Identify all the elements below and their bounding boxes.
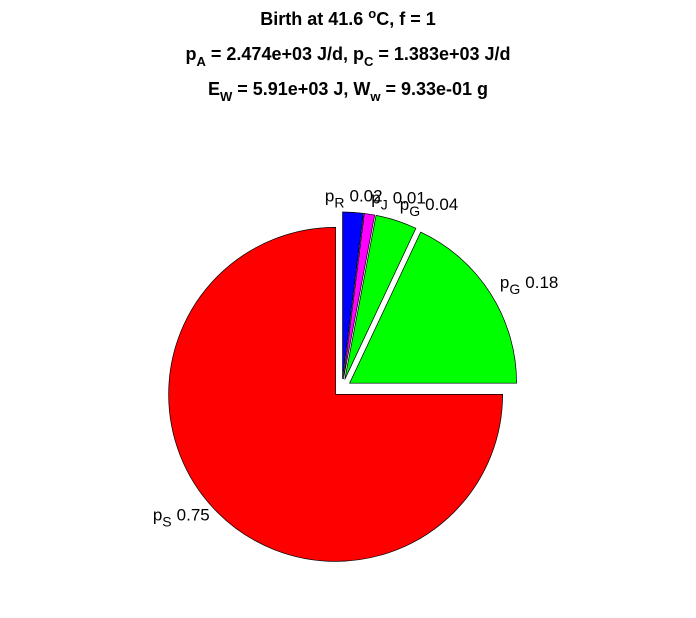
- pie-slice: [343, 213, 376, 380]
- pie-slice: [342, 211, 364, 380]
- slice-value: 0.01: [393, 188, 426, 207]
- chart-title: Birth at 41.6 oC, f = 1: [260, 6, 436, 29]
- slice-value: 0.75: [177, 505, 210, 524]
- slice-label: pG 0.18: [500, 273, 558, 297]
- slice-value: 0.18: [525, 273, 558, 292]
- text-run: C, f = 1: [376, 9, 436, 29]
- script-text: o: [368, 6, 376, 21]
- text-run: p: [400, 195, 409, 214]
- script-text: W: [220, 89, 233, 104]
- text-run: Birth at 41.6: [260, 9, 368, 29]
- script-text: w: [369, 89, 381, 104]
- slice-label: pG 0.04: [400, 195, 458, 219]
- pie-slice: [349, 231, 517, 384]
- text-run: = 9.33e-01 g: [380, 79, 488, 99]
- text-run: p: [153, 505, 162, 524]
- script-text: J: [381, 196, 388, 212]
- chart-title: EW = 5.91e+03 J, Ww = 9.33e-01 g: [208, 79, 488, 104]
- chart-title: pA = 2.474e+03 J/d, pC = 1.383e+03 J/d: [186, 44, 511, 69]
- slice-label: pJ 0.01: [371, 188, 426, 212]
- script-text: G: [509, 281, 520, 297]
- text-run: p: [186, 44, 197, 64]
- script-text: G: [409, 203, 420, 219]
- script-text: S: [162, 513, 171, 529]
- script-text: C: [364, 54, 374, 69]
- text-run: = 1.383e+03 J/d: [373, 44, 510, 64]
- text-run: p: [325, 186, 334, 205]
- text-run: p: [371, 188, 380, 207]
- slice-label: pR 0.02: [325, 186, 383, 210]
- slice-value: 0.02: [349, 186, 382, 205]
- pie-slice: [344, 214, 417, 380]
- script-text: A: [197, 54, 207, 69]
- slice-label: pS 0.75: [153, 505, 210, 529]
- pie-slice: [168, 227, 503, 562]
- script-text: R: [334, 194, 344, 210]
- text-run: p: [500, 273, 509, 292]
- slice-value: 0.04: [425, 195, 458, 214]
- text-run: E: [208, 79, 220, 99]
- text-run: = 2.474e+03 J/d, p: [206, 44, 364, 64]
- text-run: = 5.91e+03 J, W: [232, 79, 370, 99]
